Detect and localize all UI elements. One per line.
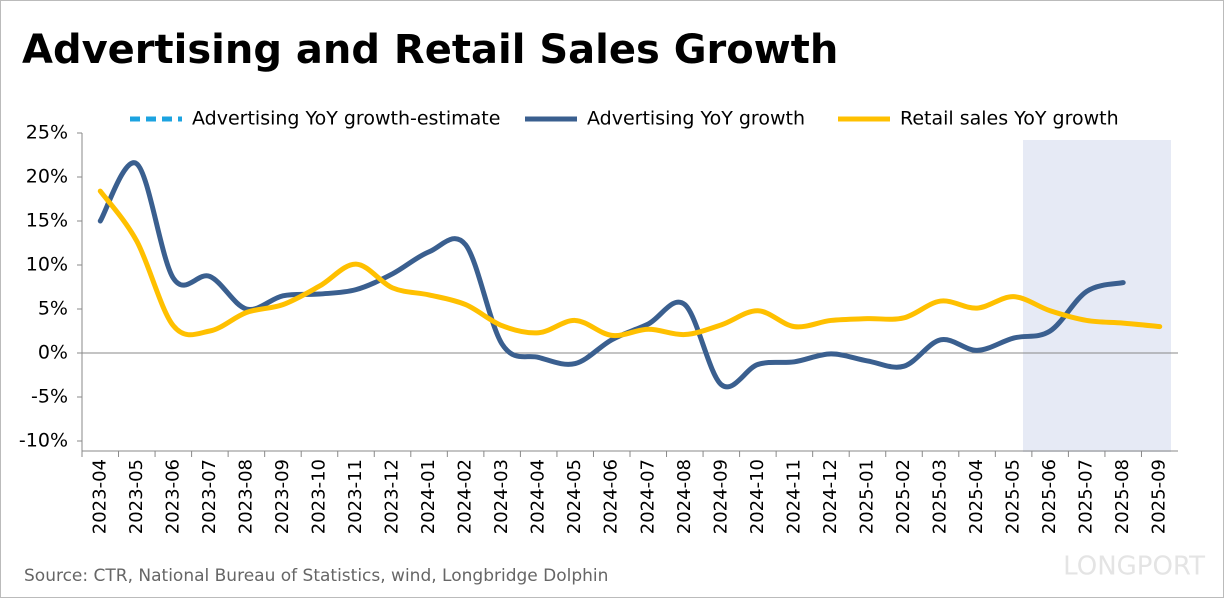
x-tick-label: 2025-03 [930, 459, 951, 534]
x-tick-label: 2024-07 [637, 459, 658, 534]
y-tick-label: -5% [31, 386, 68, 408]
chart-title: Advertising and Retail Sales Growth [22, 27, 838, 73]
x-tick-label: 2024-05 [564, 459, 585, 534]
y-tick-label: 20% [26, 166, 68, 188]
x-tick-label: 2024-02 [455, 459, 476, 534]
watermark: LONGPORT [1063, 552, 1205, 582]
x-tick-label: 2024-04 [528, 459, 549, 534]
x-tick-label: 2023-04 [89, 459, 110, 534]
x-tick-label: 2023-06 [162, 459, 183, 534]
y-tick-label: 25% [26, 122, 68, 144]
legend-label: Advertising YoY growth [587, 108, 805, 130]
x-tick-label: 2023-09 [272, 459, 293, 534]
y-tick-label: 15% [26, 210, 68, 232]
y-tick-label: 0% [38, 342, 68, 364]
x-tick-label: 2023-10 [308, 459, 329, 534]
x-tick-label: 2024-10 [747, 459, 768, 534]
x-tick-label: 2025-01 [856, 459, 877, 534]
legend-label: Advertising YoY growth-estimate [192, 108, 500, 130]
x-tick-label: 2025-02 [893, 459, 914, 534]
y-tick-label: 5% [38, 298, 68, 320]
x-tick-label: 2025-08 [1112, 459, 1133, 534]
x-tick-label: 2024-11 [783, 459, 804, 534]
x-tick-label: 2024-09 [710, 459, 731, 534]
x-tick-label: 2024-03 [491, 459, 512, 534]
x-tick-label: 2023-11 [345, 459, 366, 534]
x-tick-label: 2023-08 [235, 459, 256, 534]
x-tick-label: 2024-08 [674, 459, 695, 534]
y-tick-label: -10% [19, 430, 68, 452]
x-tick-label: 2025-06 [1039, 459, 1060, 534]
x-tick-label: 2024-06 [601, 459, 622, 534]
source: Source: CTR, National Bureau of Statisti… [24, 566, 608, 586]
x-tick-label: 2025-09 [1149, 459, 1170, 534]
series-line [97, 188, 1163, 339]
y-tick-label: 10% [26, 254, 68, 276]
legend-label: Retail sales YoY growth [900, 108, 1119, 130]
x-tick-label: 2023-05 [126, 459, 147, 534]
highlight-region [1023, 140, 1171, 452]
x-tick-label: 2025-04 [966, 459, 987, 534]
x-tick-label: 2023-12 [382, 459, 403, 534]
x-tick-label: 2023-07 [199, 459, 220, 534]
x-tick-label: 2024-01 [418, 459, 439, 534]
x-tick-label: 2024-12 [820, 459, 841, 534]
x-tick-label: 2025-07 [1076, 459, 1097, 534]
x-tick-label: 2025-05 [1003, 459, 1024, 534]
